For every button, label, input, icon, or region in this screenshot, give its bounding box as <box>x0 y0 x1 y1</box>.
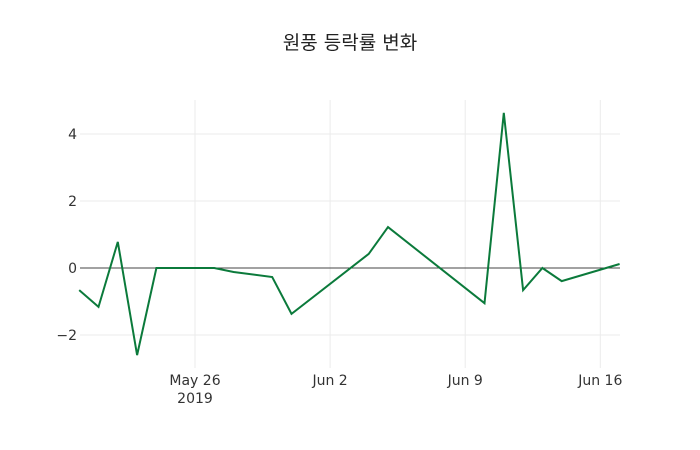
y-tick-label: 4 <box>68 127 77 143</box>
x-tick-label: Jun 16 <box>577 373 622 389</box>
x-tick-label: May 26 <box>169 373 220 389</box>
x-tick-year: 2019 <box>177 391 213 407</box>
y-tick-label: 0 <box>68 261 77 277</box>
y-tick-label: −2 <box>56 328 77 344</box>
x-tick-label: Jun 2 <box>311 373 347 389</box>
x-tick-label: Jun 9 <box>447 373 483 389</box>
y-tick-label: 2 <box>68 194 77 210</box>
series-line <box>78 112 620 356</box>
chart-title: 원풍 등락률 변화 <box>282 32 418 54</box>
